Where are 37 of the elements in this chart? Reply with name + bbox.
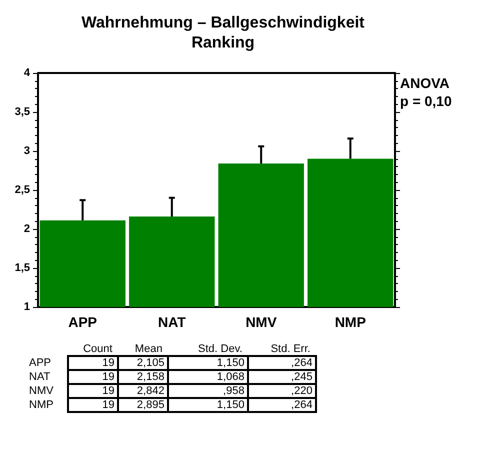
text: Std. Err.	[270, 343, 312, 356]
text: ,220	[248, 384, 316, 398]
y-tick-label: 1	[24, 301, 30, 313]
text: Mean	[134, 343, 164, 356]
x-tick-label: NMV	[246, 314, 278, 330]
x-tick-label: APP	[68, 314, 98, 330]
category-label: NMV	[29, 385, 54, 397]
text: 1,068	[168, 370, 248, 384]
y-tick-label: 3	[24, 145, 30, 157]
text: 2,895	[118, 398, 168, 412]
text: 19	[68, 356, 118, 370]
text: 19	[68, 384, 118, 398]
text: ,264	[248, 398, 316, 412]
text: 2,158	[118, 370, 168, 384]
text: 19	[68, 398, 118, 412]
category-label: APP	[29, 357, 52, 369]
y-tick-label: 4	[24, 67, 31, 79]
text: 2,842	[118, 384, 168, 398]
chart-title: Wahrnehmung – Ballgeschwindigkeit Ranking	[82, 14, 366, 52]
text: 19	[68, 370, 118, 384]
y-tick-label: 3,5	[14, 106, 30, 118]
x-tick-label: NMP	[334, 314, 366, 330]
y-tick-label: 1,5	[14, 262, 30, 274]
y-tick-label: 2,5	[14, 184, 30, 196]
text: ,958	[168, 384, 248, 398]
text: ,264	[248, 356, 316, 370]
text: ANOVA p = 0,10	[400, 75, 452, 109]
text: ,245	[248, 370, 316, 384]
text: 1,150	[168, 356, 248, 370]
text: 1,150	[168, 398, 248, 412]
category-label: NMP	[29, 399, 54, 411]
category-label: NAT	[29, 371, 50, 383]
x-tick-label: NAT	[158, 314, 186, 330]
text: Count	[82, 343, 114, 356]
y-tick-label: 2	[24, 223, 30, 235]
text: Std. Dev.	[197, 343, 244, 356]
text: 2,105	[118, 356, 168, 370]
